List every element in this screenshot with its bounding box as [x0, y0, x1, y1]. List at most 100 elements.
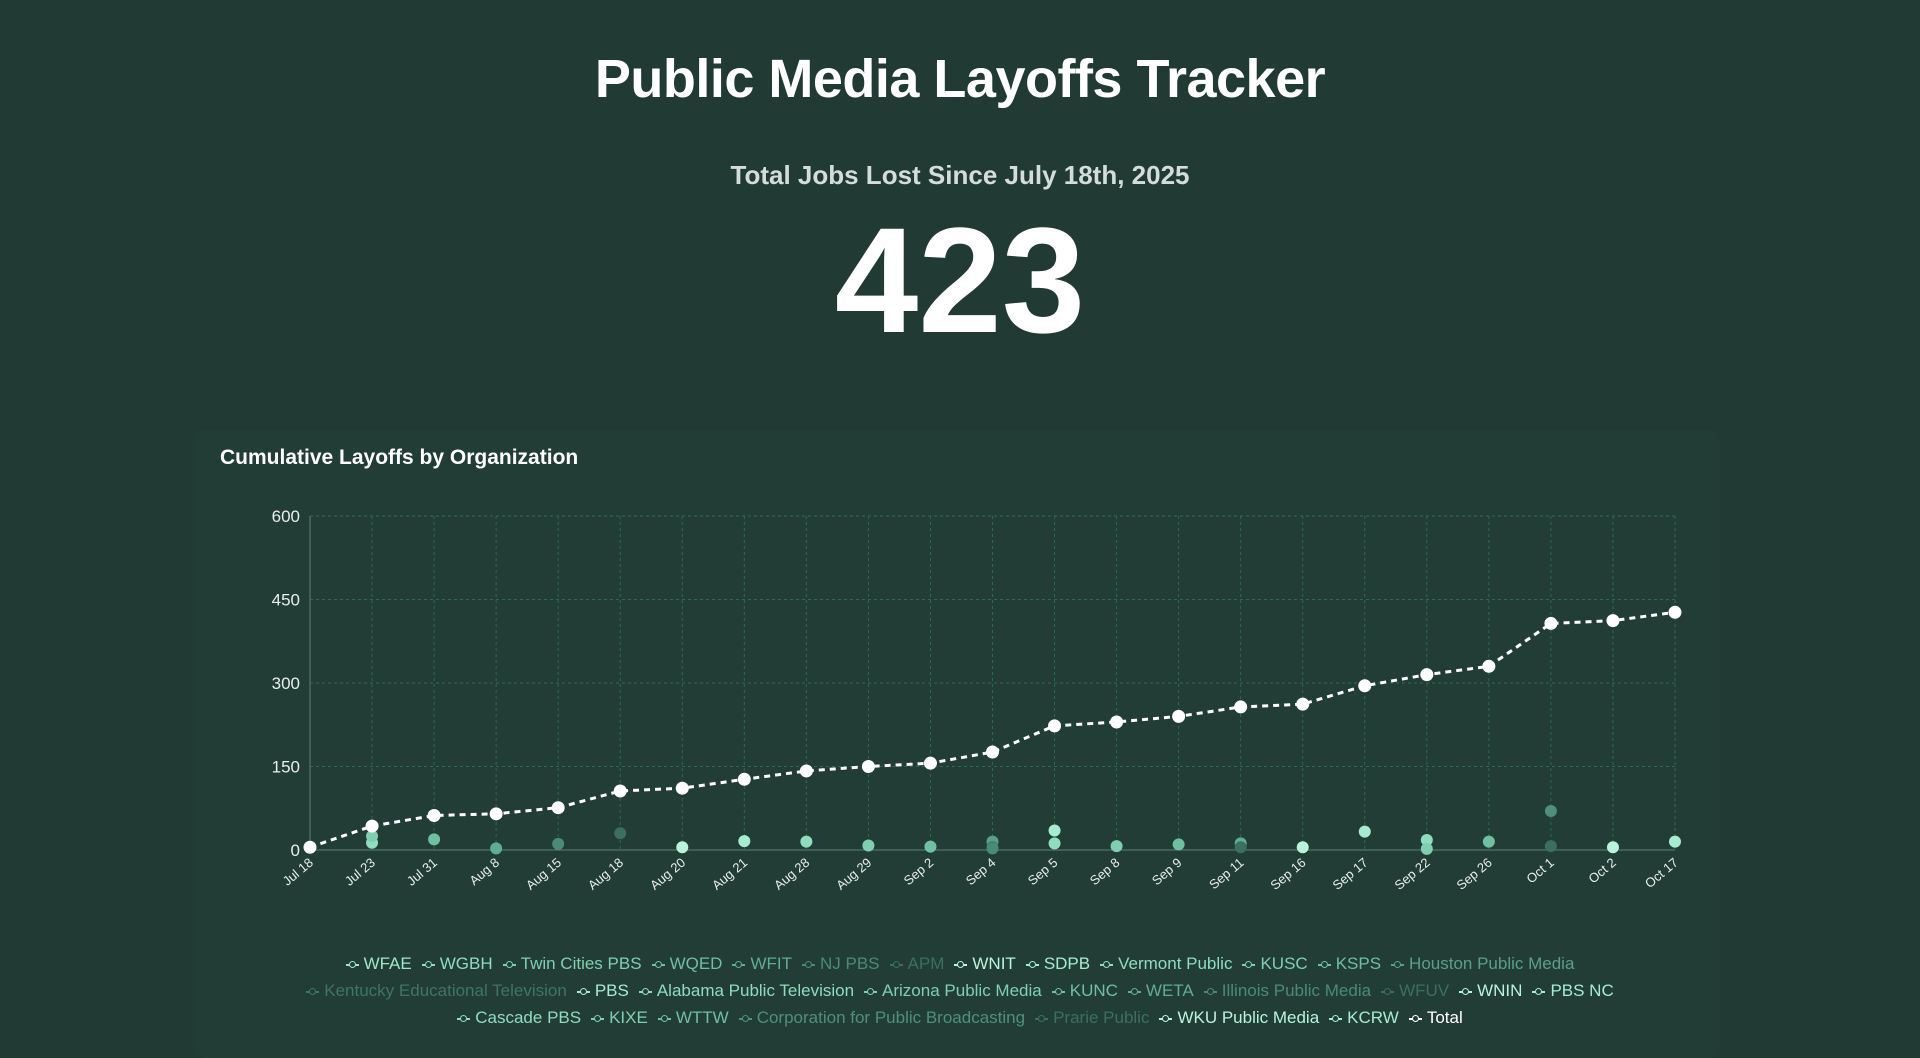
- data-point: [924, 840, 937, 853]
- legend-marker-icon: [1025, 960, 1039, 970]
- legend-item[interactable]: Twin Cities PBS: [502, 950, 642, 977]
- data-point-total: [1482, 659, 1496, 673]
- legend-label: PBS: [594, 981, 629, 1000]
- legend-marker-icon: [864, 987, 878, 997]
- legend-marker-icon: [1317, 960, 1331, 970]
- legend-item[interactable]: PBS NC: [1532, 977, 1614, 1004]
- data-point-total: [1234, 700, 1248, 714]
- data-point-total: [303, 840, 317, 854]
- data-point: [676, 841, 689, 854]
- legend-marker-icon: [1391, 960, 1405, 970]
- legend-marker-icon: [1329, 1014, 1343, 1024]
- legend-item[interactable]: WFAE: [345, 950, 412, 977]
- legend-marker-icon: [732, 960, 746, 970]
- data-point-total: [365, 819, 379, 833]
- legend-item[interactable]: KIXE: [591, 1004, 648, 1031]
- legend-item[interactable]: Arizona Public Media: [864, 977, 1042, 1004]
- legend-label: SDPB: [1043, 954, 1091, 973]
- legend-item[interactable]: NJ PBS: [802, 950, 880, 977]
- legend-item[interactable]: Total: [1408, 1004, 1463, 1031]
- legend-item[interactable]: KUNC: [1051, 977, 1118, 1004]
- y-tick-label: 300: [272, 674, 300, 693]
- data-point: [490, 842, 503, 855]
- legend-item[interactable]: KCRW: [1329, 1004, 1399, 1031]
- data-point-total: [1110, 715, 1124, 729]
- legend-marker-icon: [1532, 987, 1546, 997]
- legend-item[interactable]: KSPS: [1317, 950, 1381, 977]
- y-tick-label: 600: [272, 507, 300, 526]
- data-point-total: [861, 760, 875, 773]
- legend-marker-icon: [1051, 987, 1065, 997]
- legend-marker-icon: [1459, 987, 1473, 997]
- legend-item[interactable]: WNIT: [954, 950, 1016, 977]
- legend-item[interactable]: WTTW: [657, 1004, 729, 1031]
- legend-item[interactable]: Houston Public Media: [1391, 950, 1574, 977]
- legend-marker-icon: [306, 987, 320, 997]
- legend-marker-icon: [802, 960, 815, 970]
- x-tick-label: Aug 15: [523, 855, 564, 893]
- data-point-total: [1048, 719, 1062, 733]
- legend-item[interactable]: WGBH: [421, 950, 493, 977]
- data-point: [1110, 840, 1123, 853]
- x-tick-label: Jul 23: [342, 855, 378, 889]
- legend-item[interactable]: WQED: [651, 950, 722, 977]
- data-point-total: [1420, 668, 1434, 682]
- data-point: [1482, 835, 1495, 848]
- legend-label: WFUV: [1399, 981, 1450, 1000]
- legend-item[interactable]: APM: [889, 950, 944, 977]
- total-jobs-value: 423: [834, 196, 1086, 364]
- data-point-total: [1172, 709, 1186, 723]
- legend-label: NJ PBS: [820, 954, 880, 973]
- x-tick-label: Aug 8: [466, 855, 502, 888]
- data-point: [1420, 833, 1433, 846]
- legend-item[interactable]: Cascade PBS: [457, 1004, 581, 1031]
- legend-label: KCRW: [1347, 1008, 1399, 1027]
- legend-marker-icon: [1127, 987, 1141, 997]
- legend-label: Cascade PBS: [475, 1008, 582, 1027]
- legend-marker-icon: [345, 960, 359, 970]
- x-tick-label: Aug 18: [585, 855, 626, 893]
- data-point-total: [1296, 697, 1310, 711]
- legend-item[interactable]: PBS: [576, 977, 629, 1004]
- legend-item[interactable]: WFUV: [1381, 977, 1449, 1004]
- legend-item[interactable]: Prarie Public: [1035, 1004, 1149, 1031]
- legend-item[interactable]: KUSC: [1242, 950, 1308, 977]
- legend-item[interactable]: Alabama Public Television: [638, 977, 854, 1004]
- data-point-total: [799, 764, 813, 778]
- data-point: [552, 837, 565, 850]
- data-point: [1048, 837, 1061, 850]
- legend-item[interactable]: Corporation for Public Broadcasting: [738, 1004, 1025, 1031]
- legend-marker-icon: [738, 1014, 752, 1024]
- data-point: [1048, 824, 1061, 837]
- legend-marker-icon: [657, 1014, 671, 1024]
- legend-marker-icon: [1100, 960, 1114, 970]
- legend-item[interactable]: WNIN: [1459, 977, 1522, 1004]
- legend-item[interactable]: WETA: [1127, 977, 1194, 1004]
- legend-label: Twin Cities PBS: [520, 954, 642, 973]
- legend-item[interactable]: Kentucky Educational Television: [306, 977, 567, 1004]
- y-tick-label: 450: [272, 591, 300, 610]
- legend-marker-icon: [457, 1014, 471, 1024]
- data-point: [738, 835, 751, 848]
- x-tick-label: Sep 4: [963, 855, 999, 888]
- legend-label: WFIT: [750, 954, 792, 973]
- legend-marker-icon: [889, 960, 903, 970]
- data-point: [1234, 841, 1247, 854]
- legend-item[interactable]: SDPB: [1025, 950, 1091, 977]
- data-point: [986, 842, 999, 855]
- legend-item[interactable]: WKU Public Media: [1159, 1004, 1319, 1031]
- page-title: Public Media Layoffs Tracker: [594, 49, 1326, 109]
- legend-label: KIXE: [609, 1008, 648, 1027]
- data-point-total: [1544, 616, 1558, 630]
- data-point-total: [613, 784, 627, 798]
- legend-marker-icon: [954, 960, 968, 970]
- legend-item[interactable]: Illinois Public Media: [1203, 977, 1371, 1004]
- x-tick-label: Sep 22: [1392, 855, 1433, 893]
- legend-item[interactable]: Vermont Public: [1100, 950, 1232, 977]
- data-point-total: [675, 781, 689, 795]
- x-tick-label: Sep 8: [1087, 855, 1123, 888]
- x-tick-label: Sep 26: [1454, 855, 1495, 893]
- legend-marker-icon: [591, 1014, 605, 1024]
- legend-label: Arizona Public Media: [882, 981, 1042, 1000]
- legend-item[interactable]: WFIT: [732, 950, 792, 977]
